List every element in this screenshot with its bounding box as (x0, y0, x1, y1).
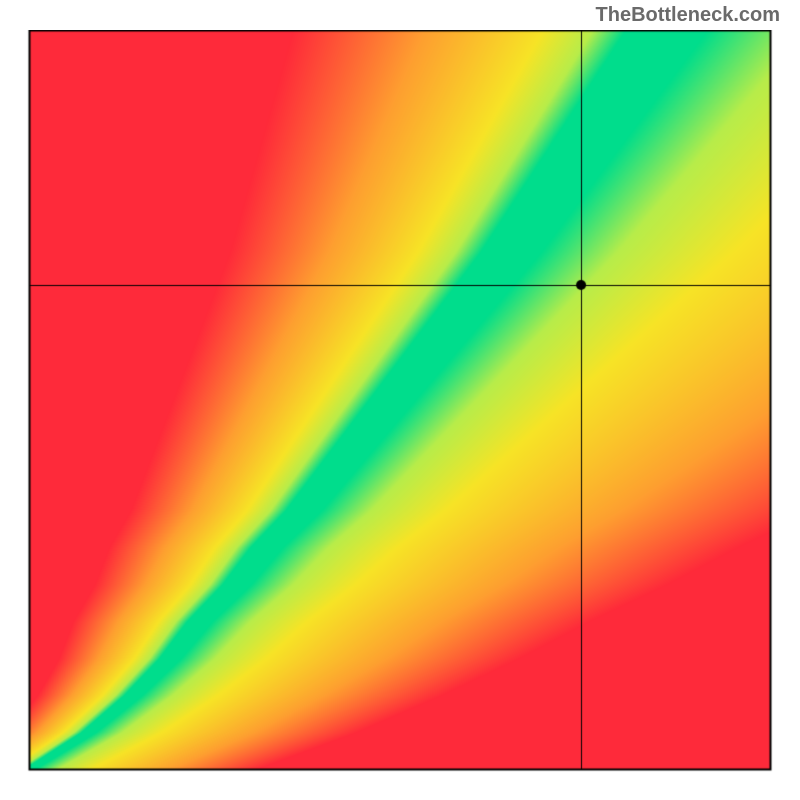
bottleneck-heatmap (15, 30, 785, 785)
watermark-text: TheBottleneck.com (596, 4, 780, 27)
